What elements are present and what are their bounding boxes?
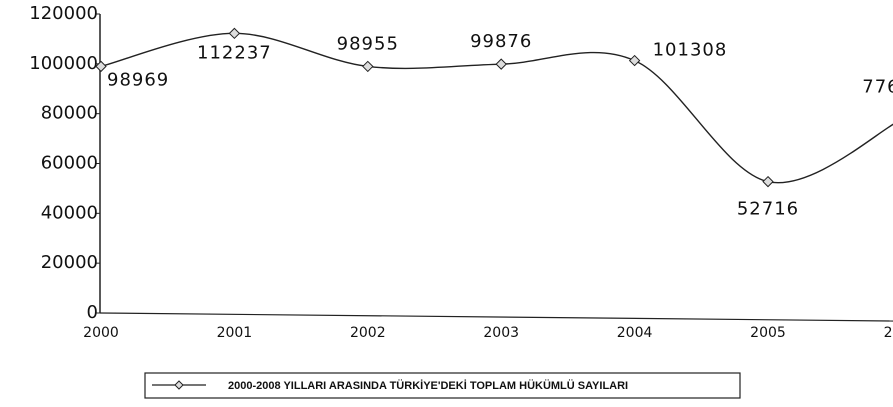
data-label: 101308 (653, 40, 728, 61)
data-label: 52716 (737, 199, 799, 220)
y-tick-label: 0 (87, 302, 98, 323)
x-tick-label: 2001 (217, 325, 253, 341)
legend-box (144, 372, 741, 399)
data-label: 112237 (197, 42, 272, 63)
marker (228, 27, 241, 40)
data-label: 98969 (107, 69, 169, 90)
x-tick-label: 2003 (483, 325, 519, 341)
x-tick-label: 2000 (83, 325, 119, 341)
marker (362, 60, 374, 73)
x-tick-label: 2002 (350, 325, 386, 341)
marker (628, 54, 641, 67)
x-axis (99, 312, 893, 322)
x-tick-label: 2004 (617, 325, 653, 341)
data-label: 98955 (337, 33, 399, 54)
legend: 2000-2008 YILLARI ARASINDA TÜRKİYE'DEKİ … (144, 372, 741, 399)
legend-label: 2000-2008 YILLARI ARASINDA TÜRKİYE'DEKİ … (228, 379, 628, 392)
y-tick-label: 60000 (41, 153, 98, 174)
marker (762, 175, 774, 188)
y-tick-label: 80000 (41, 103, 98, 124)
y-tick-label: 100000 (29, 53, 98, 74)
marker (95, 60, 107, 73)
marker (495, 58, 507, 70)
data-label: 99876 (470, 31, 532, 52)
x-tick-label: 2006 (884, 325, 893, 341)
y-tick-label: 120000 (29, 3, 98, 24)
y-tick-label: 40000 (41, 202, 98, 223)
y-tick-label: 20000 (41, 252, 98, 273)
legend-marker (174, 380, 184, 390)
x-tick-label: 2005 (750, 325, 786, 341)
data-label: 77670 (862, 76, 893, 97)
